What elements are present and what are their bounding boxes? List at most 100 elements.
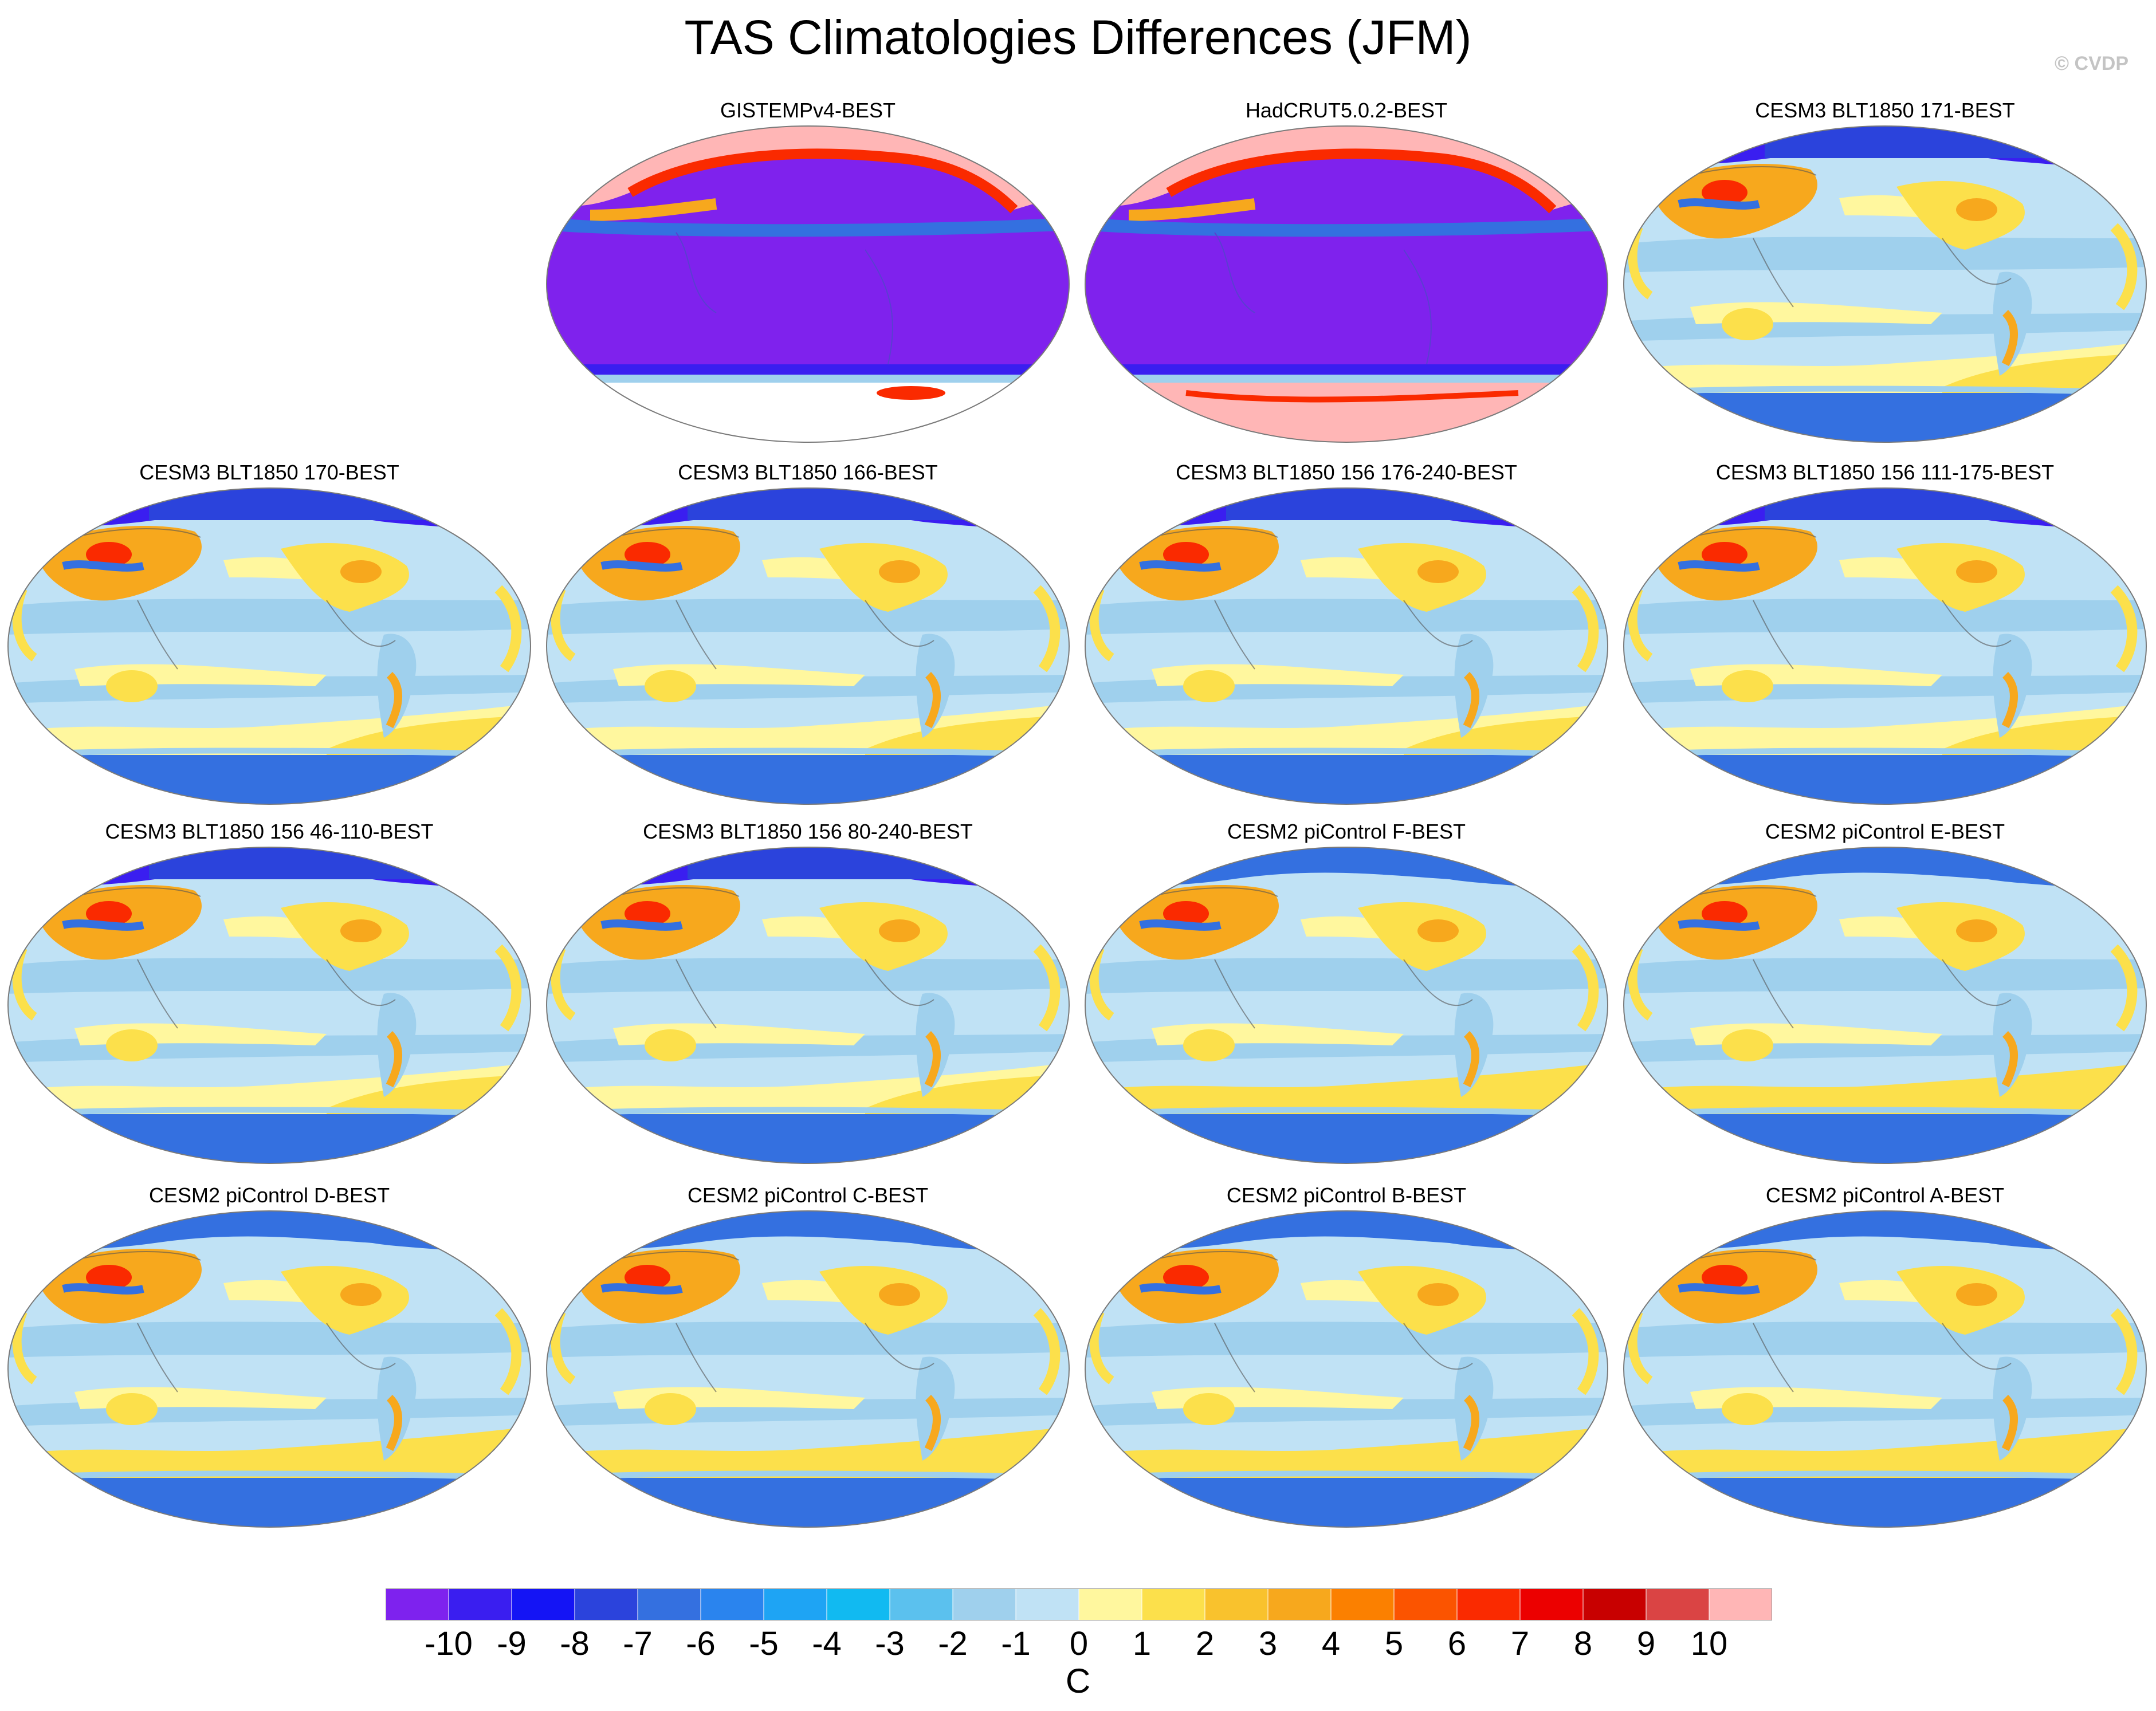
australia-region: [1183, 670, 1235, 702]
colorbar-swatch: [1646, 1588, 1710, 1620]
australia-region: [645, 1029, 696, 1061]
colorbar-swatch: [1519, 1588, 1584, 1620]
coastlines: [1151, 1251, 1473, 1393]
map-panel: CESM3 BLT1850 156 176-240-BEST: [1077, 458, 1616, 813]
map-panel: CESM3 BLT1850 156 111-175-BEST: [1616, 458, 2154, 813]
antarctic-field: [547, 755, 1069, 804]
colorbar-tick-label: 0: [1069, 1625, 1089, 1662]
robinson-map: [1085, 1210, 1608, 1528]
map-border: [1085, 487, 1608, 805]
colorbar-tick-label: 6: [1447, 1625, 1467, 1662]
australia-region: [106, 670, 158, 702]
australia-region: [1183, 1029, 1235, 1061]
robinson-map: [546, 1210, 1070, 1528]
panel-title: CESM3 BLT1850 166-BEST: [678, 461, 938, 484]
colorbar-swatch: [1582, 1588, 1647, 1620]
colorbar-tick-label: -10: [425, 1625, 473, 1662]
colorbar-swatch: [763, 1588, 827, 1620]
colorbar-swatch: [1141, 1588, 1205, 1620]
coastlines: [1690, 1251, 2012, 1393]
colorbar-swatch: [1204, 1588, 1269, 1620]
arctic-edge-band: [1166, 148, 1557, 214]
antarctic-field: [8, 755, 531, 804]
panel-title: CESM3 BLT1850 156 80-240-BEST: [643, 820, 973, 843]
australia-region: [645, 1393, 696, 1425]
map-panel: CESM3 BLT1850 156 80-240-BEST: [539, 817, 1077, 1173]
coastlines: [612, 1251, 934, 1393]
map-panel: CESM2 piControl B-BEST: [1077, 1181, 1616, 1536]
colorbar-tick-label: -6: [686, 1625, 716, 1662]
colorbar-swatch: [1330, 1588, 1395, 1620]
antarctic-field: [1624, 393, 2146, 442]
antarctic-field: [8, 1114, 531, 1163]
panel-title: HadCRUT5.0.2-BEST: [1245, 99, 1448, 122]
map-panel: CESM2 piControl A-BEST: [1616, 1181, 2154, 1536]
colorbar-swatch: [700, 1588, 764, 1620]
robinson-map: [7, 487, 531, 805]
coastlines: [74, 887, 396, 1029]
robinson-map: [1085, 487, 1608, 805]
figure-title: TAS Climatologies Differences (JFM): [684, 10, 1472, 64]
colorbar: [386, 1588, 1772, 1620]
map-border: [1623, 125, 2147, 443]
siberia-hotspot: [1702, 180, 1747, 205]
colorbar-swatch: [1393, 1588, 1458, 1620]
antarctic-field: [547, 1478, 1069, 1527]
robinson-map: [546, 487, 1070, 805]
coastlines: [74, 1251, 396, 1393]
antarctic-field: [1085, 1478, 1608, 1527]
australia-region: [106, 1029, 158, 1061]
map-border: [546, 847, 1070, 1164]
coastlines: [612, 887, 934, 1029]
siberia-hotspot: [1702, 542, 1747, 567]
panel-title: CESM3 BLT1850 171-BEST: [1755, 99, 2015, 122]
map-border: [1623, 1210, 2147, 1528]
map-border: [546, 125, 1070, 443]
colorbar-swatch: [1709, 1588, 1772, 1620]
panel-title: CESM2 piControl C-BEST: [687, 1183, 929, 1207]
map-panel-grid: GISTEMPv4-BEST HadCRUT5.0.2-BEST CESM3 BLT…: [0, 96, 2154, 1536]
map-border: [7, 847, 531, 1164]
map-border: [7, 487, 531, 805]
panel-title: CESM2 piControl B-BEST: [1226, 1183, 1467, 1207]
panel-title: CESM2 piControl F-BEST: [1227, 820, 1466, 843]
robinson-map: [546, 847, 1070, 1164]
map-panel: CESM3 BLT1850 156 46-110-BEST: [0, 817, 539, 1173]
robinson-map: [546, 125, 1070, 443]
colorbar-tick-label: 10: [1690, 1625, 1728, 1662]
siberia-hotspot: [1702, 901, 1747, 926]
coastlines: [1151, 887, 1473, 1029]
watermark-text: © CVDP: [2055, 53, 2128, 74]
colorbar-tick-label: -8: [560, 1625, 590, 1662]
antarctic-field: [1624, 755, 2146, 804]
map-panel: CESM2 piControl F-BEST: [1077, 817, 1616, 1173]
colorbar-tick-labels: -10 -9 -8 -7 -6 -5 -4 -3 -2 -1 0 1 2 3 4 5 6 7 8 9 10: [0, 1624, 2156, 1664]
siberia-hotspot: [625, 1265, 670, 1290]
map-border: [546, 487, 1070, 805]
colorbar-swatch: [889, 1588, 953, 1620]
map-border: [1085, 125, 1608, 443]
map-panel: CESM2 piControl E-BEST: [1616, 817, 2154, 1173]
colorbar-swatch: [386, 1588, 449, 1620]
colorbar-tick-label: 2: [1195, 1625, 1215, 1662]
coastlines: [1690, 528, 2012, 670]
antarctic-no-data: [547, 383, 1069, 442]
antarctic-field: [1624, 1114, 2146, 1163]
siberia-hotspot: [1163, 901, 1209, 926]
antarctic-field: [547, 1114, 1069, 1163]
siberia-hotspot: [625, 901, 670, 926]
panel-title: CESM2 piControl E-BEST: [1765, 820, 2005, 843]
colorbar-swatch: [511, 1588, 575, 1620]
arctic-edge-band: [627, 148, 1018, 214]
coastlines: [1151, 528, 1473, 670]
map-panel: CESM3 BLT1850 171-BEST: [1616, 96, 2154, 451]
map-panel: HadCRUT5.0.2-BEST: [1077, 96, 1616, 451]
robinson-map: [1623, 847, 2147, 1164]
robinson-map: [1085, 125, 1608, 443]
australia-region: [645, 670, 696, 702]
australia-region: [1722, 1029, 1773, 1061]
robinson-map: [1623, 125, 2147, 443]
panel-title: GISTEMPv4-BEST: [720, 99, 896, 122]
coastlines: [1690, 887, 2012, 1029]
map-border: [546, 1210, 1070, 1528]
